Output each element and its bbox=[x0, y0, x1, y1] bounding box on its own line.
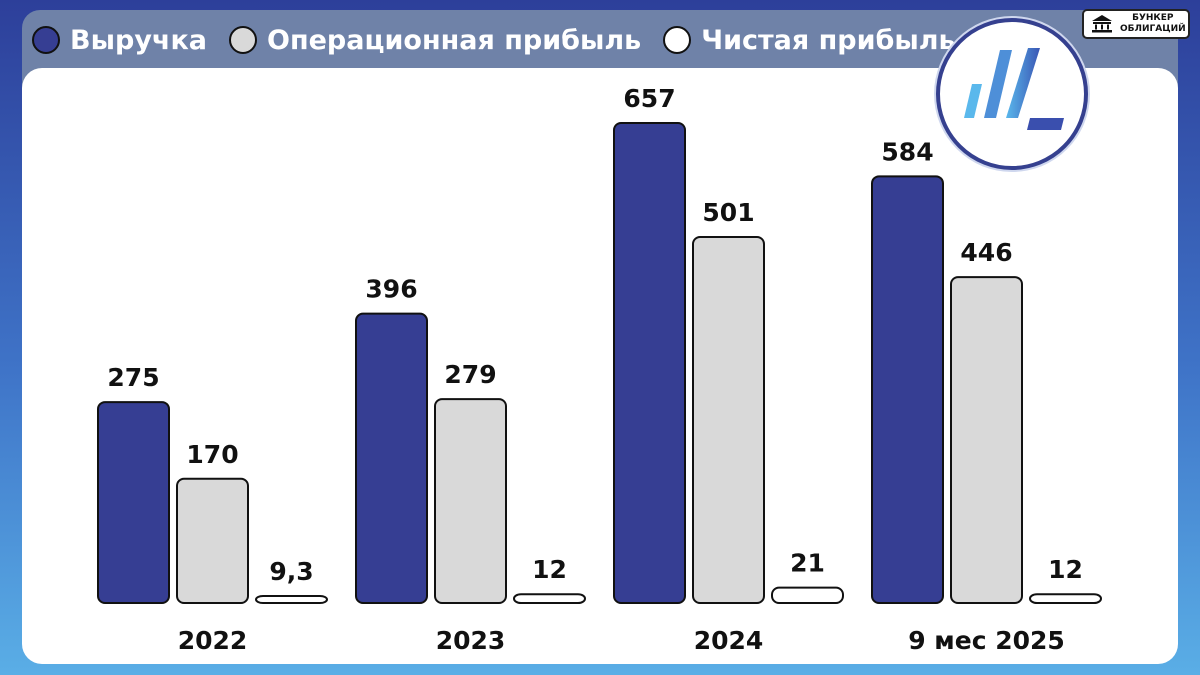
bar-revenue-2 bbox=[613, 122, 686, 604]
data-label-revenue-0: 275 bbox=[107, 363, 159, 392]
emblem-badge bbox=[936, 18, 1088, 170]
bar-revenue-3 bbox=[871, 175, 944, 604]
category-label-3: 9 мес 2025 bbox=[908, 626, 1065, 655]
legend-item-revenue: Выручка bbox=[32, 25, 207, 56]
bar-operating-profit-3 bbox=[950, 276, 1023, 605]
bank-building-icon bbox=[1092, 15, 1112, 33]
data-label-net-profit-2: 21 bbox=[790, 549, 825, 578]
legend-label-revenue: Выручка bbox=[70, 24, 208, 56]
data-label-net-profit-1: 12 bbox=[532, 555, 567, 584]
category-label-2: 2024 bbox=[694, 626, 764, 655]
bar-net-profit-1 bbox=[513, 593, 586, 604]
bar-net-profit-0 bbox=[255, 595, 328, 604]
legend-label-net-profit: Чистая прибыль bbox=[701, 24, 956, 56]
category-label-1: 2023 bbox=[436, 626, 506, 655]
legend-swatch-revenue bbox=[32, 26, 60, 54]
brand-line-1: БУНКЕР bbox=[1132, 13, 1174, 23]
bar-operating-profit-2 bbox=[692, 235, 765, 604]
chart-legend: Выручка Операционная прибыль Чистая приб… bbox=[32, 18, 956, 62]
data-label-revenue-1: 396 bbox=[365, 275, 417, 304]
legend-item-operating-profit: Операционная прибыль bbox=[229, 25, 641, 56]
brand-line-2: ОБЛИГАЦИЙ bbox=[1120, 24, 1186, 34]
bar-net-profit-3 bbox=[1029, 593, 1102, 604]
bar-net-profit-2 bbox=[771, 586, 844, 604]
data-label-net-profit-3: 12 bbox=[1048, 555, 1083, 584]
chart-panel: 275 170 9,3 2022 396 279 12 2023 657 501 21 2024 584… bbox=[22, 68, 1178, 664]
brand-badge: БУНКЕР ОБЛИГАЦИЙ bbox=[1082, 9, 1190, 39]
bar-operating-profit-1 bbox=[434, 398, 507, 605]
bar-operating-profit-0 bbox=[176, 477, 249, 604]
bar-chart: 275 170 9,3 2022 396 279 12 2023 657 501 21 2024 584… bbox=[97, 84, 1102, 655]
category-label-0: 2022 bbox=[178, 626, 248, 655]
data-label-operating-profit-0: 170 bbox=[186, 440, 238, 469]
data-label-operating-profit-3: 446 bbox=[960, 238, 1012, 267]
legend-item-net-profit: Чистая прибыль bbox=[663, 24, 956, 56]
legend-swatch-operating-profit bbox=[229, 26, 258, 54]
brand-name: БУНКЕР ОБЛИГАЦИЙ bbox=[1120, 13, 1186, 35]
bar-revenue-0 bbox=[97, 401, 170, 604]
data-label-revenue-2: 657 bbox=[623, 84, 675, 113]
data-label-operating-profit-2: 501 bbox=[702, 198, 754, 227]
data-label-net-profit-0: 9,3 bbox=[269, 557, 313, 586]
legend-label-operating-profit: Операционная прибыль bbox=[267, 24, 642, 56]
bar-revenue-1 bbox=[355, 312, 428, 604]
data-label-revenue-3: 584 bbox=[881, 137, 933, 166]
legend-swatch-net-profit bbox=[663, 26, 692, 54]
bar-chart-logo-icon bbox=[964, 48, 1064, 130]
data-label-operating-profit-1: 279 bbox=[444, 360, 496, 389]
